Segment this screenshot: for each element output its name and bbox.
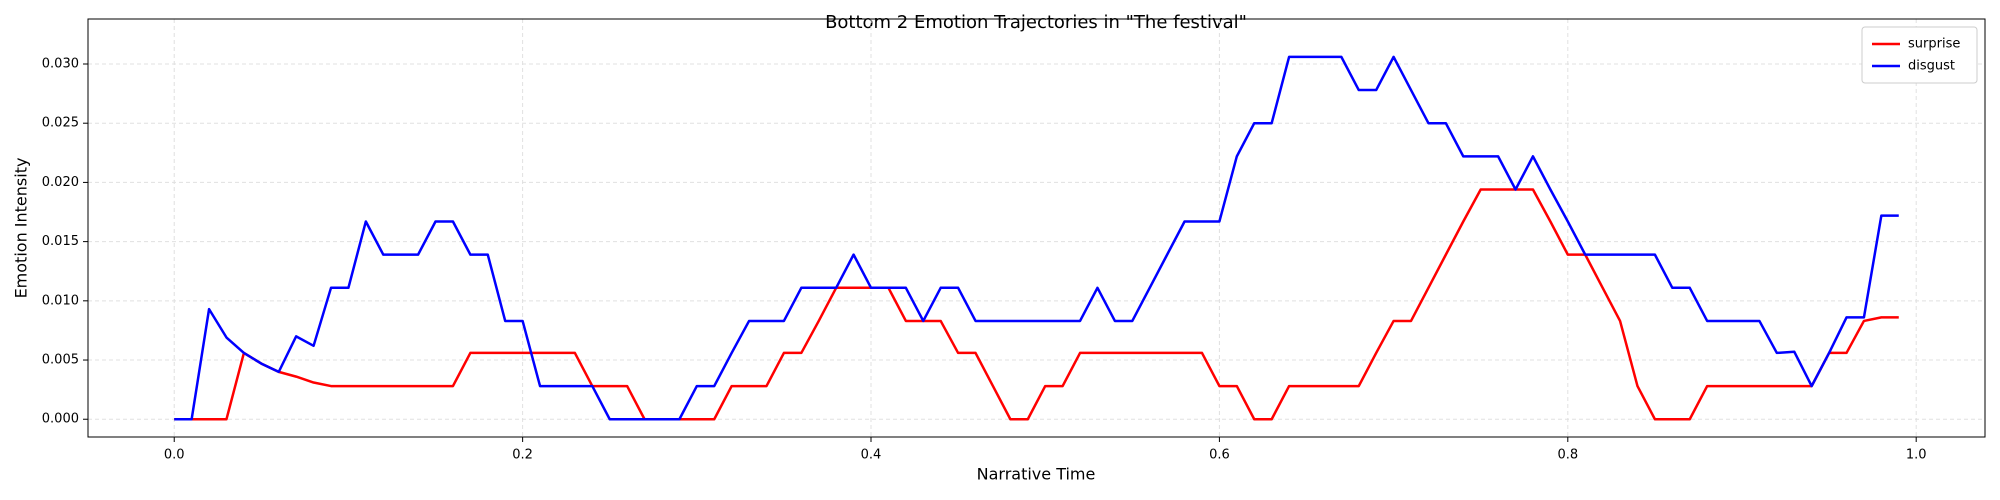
legend-box bbox=[1861, 26, 1978, 84]
plot-frame bbox=[87, 18, 1986, 438]
x-tick-label: 0.0 bbox=[164, 448, 185, 463]
x-axis-label: Narrative Time bbox=[977, 465, 1096, 484]
y-tick-label: 0.010 bbox=[42, 293, 79, 308]
y-tick-label: 0.005 bbox=[42, 353, 79, 368]
chart-title: Bottom 2 Emotion Trajectories in "The fe… bbox=[825, 12, 1247, 33]
legend-label: surprise bbox=[1908, 37, 1960, 52]
y-tick-label: 0.030 bbox=[42, 56, 79, 71]
x-tick-label: 1.0 bbox=[1906, 448, 1927, 463]
line bbox=[174, 55, 1899, 421]
y-axis-label: Emotion Intensity bbox=[12, 158, 31, 299]
x-tick-label: 0.2 bbox=[512, 448, 533, 463]
y-tick-label: 0.025 bbox=[42, 116, 79, 131]
x-tick-label: 0.6 bbox=[1209, 448, 1230, 463]
y-tick-label: 0.015 bbox=[42, 234, 79, 249]
line bbox=[174, 188, 1899, 421]
y-tick-label: 0.000 bbox=[42, 412, 79, 427]
x-tick-label: 0.8 bbox=[1557, 448, 1578, 463]
legend-label: disgust bbox=[1908, 59, 1955, 74]
x-tick-label: 0.4 bbox=[861, 448, 882, 463]
y-tick-label: 0.020 bbox=[42, 175, 79, 190]
